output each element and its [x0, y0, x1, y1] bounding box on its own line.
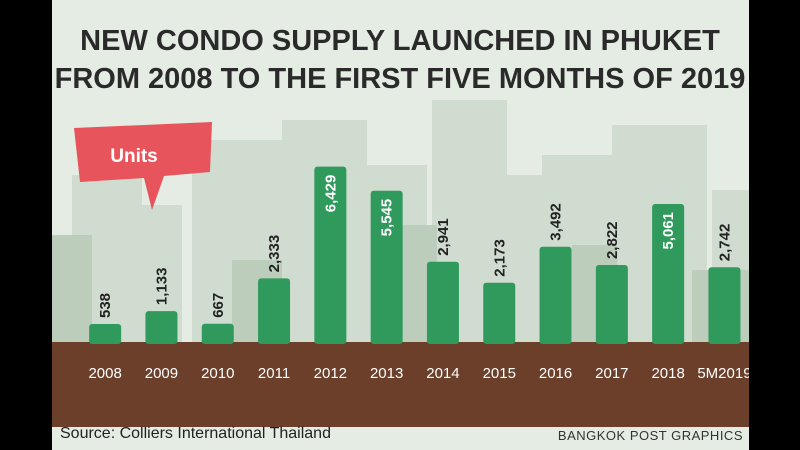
- x-tick-label: 2014: [426, 365, 459, 382]
- bar-2013: [370, 190, 403, 344]
- bar-2018: [652, 203, 685, 344]
- x-tick-label: 2012: [314, 365, 347, 382]
- x-tick-label: 2010: [201, 365, 234, 382]
- bar-value-label: 1,133: [153, 268, 170, 306]
- x-tick-label: 2015: [483, 365, 516, 382]
- bar-value-label: 6,429: [322, 175, 339, 213]
- ground-band: [52, 342, 749, 427]
- chart-title-line-2: FROM 2008 TO THE FIRST FIVE MONTHS OF 20…: [55, 63, 746, 95]
- bar-value-label: 2,941: [435, 218, 452, 256]
- bar-5m2019: [708, 267, 741, 344]
- x-tick-label: 5M2019: [697, 365, 749, 382]
- chart-title: NEW CONDO SUPPLY LAUNCHED IN PHUKET FROM…: [55, 25, 746, 95]
- chart-title-line-1: NEW CONDO SUPPLY LAUNCHED IN PHUKET: [80, 25, 720, 57]
- bar-2012: [314, 166, 347, 344]
- bar-value-label: 667: [210, 293, 227, 318]
- units-label: Units: [110, 146, 158, 167]
- x-tick-label: 2016: [539, 365, 572, 382]
- bar-value-label: 538: [97, 293, 114, 318]
- bar-2011: [258, 278, 291, 344]
- bar-2015: [483, 282, 516, 344]
- graphics-credit: BANGKOK POST GRAPHICS: [557, 428, 743, 443]
- x-tick-label: 2011: [258, 365, 290, 382]
- bar-2016: [539, 246, 572, 344]
- bar-value-labels: 538 1,133 667 2,333 6,429 5,545 2,941 2,173 3,49…: [97, 175, 733, 318]
- x-axis-tick-labels: 2008 2009 2010 2011 2012 2013 2014 2015 2016 2017…: [88, 365, 749, 382]
- bar-value-label: 3,492: [548, 203, 565, 241]
- bar-2008: [89, 324, 122, 344]
- bar-2009: [145, 311, 178, 344]
- bar-value-label: 2,333: [266, 235, 283, 273]
- infographic-frame: NEW CONDO SUPPLY LAUNCHED IN PHUKET FROM…: [52, 0, 749, 450]
- bar-value-label: 5,061: [660, 212, 677, 250]
- x-tick-label: 2013: [370, 365, 403, 382]
- bar-value-label: 2,742: [716, 224, 733, 262]
- bar-value-label: 2,822: [604, 221, 621, 259]
- x-tick-label: 2017: [595, 365, 628, 382]
- bar-2017: [595, 265, 628, 344]
- units-callout: Units: [74, 122, 212, 210]
- x-tick-label: 2009: [145, 365, 178, 382]
- bar-value-label: 2,173: [491, 239, 508, 277]
- units-callout-shape: [74, 122, 212, 210]
- bar-2014: [426, 261, 459, 344]
- source-note: Source: Colliers International Thailand: [60, 425, 331, 442]
- bar-series: [89, 166, 741, 344]
- bar-value-label: 5,545: [379, 199, 396, 237]
- x-tick-label: 2018: [651, 365, 684, 382]
- bar-2010: [201, 323, 234, 344]
- x-tick-label: 2008: [88, 365, 121, 382]
- chart: NEW CONDO SUPPLY LAUNCHED IN PHUKET FROM…: [52, 25, 749, 427]
